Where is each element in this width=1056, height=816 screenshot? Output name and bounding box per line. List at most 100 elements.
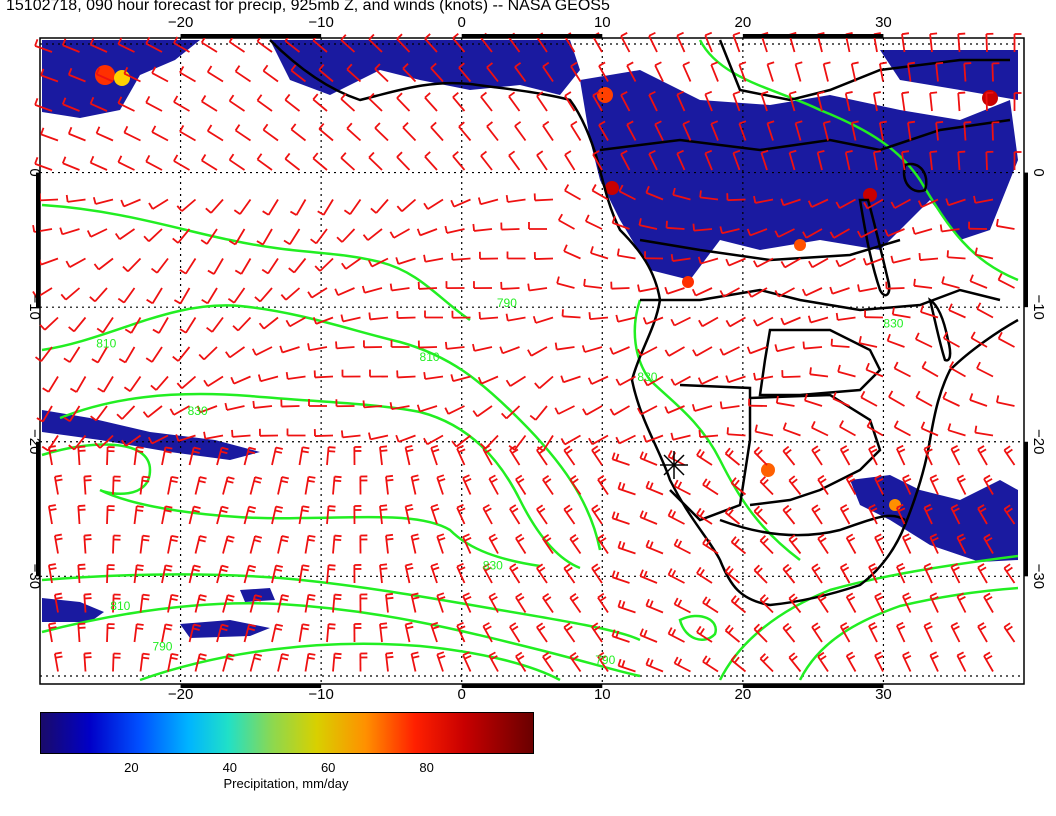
wind-barb <box>866 420 884 437</box>
wind-barb <box>368 151 383 171</box>
wind-barb <box>957 91 966 112</box>
country-border <box>599 118 1011 152</box>
wind-barb <box>620 32 631 53</box>
wind-barb <box>346 122 362 142</box>
wind-barb <box>746 228 768 237</box>
wind-barb <box>730 536 747 555</box>
colorbar-tick-label: 40 <box>222 760 238 775</box>
wind-barb <box>997 273 1015 289</box>
wind-barb <box>40 127 59 142</box>
wind-barb <box>308 399 328 407</box>
wind-barb <box>83 593 92 613</box>
wind-barb <box>884 228 905 237</box>
wind-barb <box>396 33 411 53</box>
wind-barb <box>385 474 394 495</box>
wind-barb <box>176 198 197 212</box>
precip-core <box>114 70 130 86</box>
wind-barb <box>702 596 719 614</box>
wind-barb <box>923 444 933 466</box>
wind-barb <box>188 446 201 466</box>
wind-barb <box>289 199 307 216</box>
page-title: 15102718, 090 hour forecast for precip, … <box>6 0 610 14</box>
map[interactable]: 810 810 830 790 830 830 810 790 790 830 −20 −20 −10… <box>0 0 1056 700</box>
wind-barb <box>780 316 801 326</box>
wind-barb <box>232 316 252 332</box>
wind-barb <box>389 228 410 239</box>
wind-barb <box>515 651 527 672</box>
wind-barb <box>61 156 80 171</box>
wind-barb <box>902 533 912 554</box>
wind-barb <box>254 287 273 303</box>
contour-labels: 810 810 830 790 830 830 810 790 790 830 <box>96 296 904 667</box>
wind-barb <box>816 90 825 112</box>
wind-barb <box>862 257 884 266</box>
wind-barb <box>759 594 774 614</box>
wind-barb <box>811 563 823 584</box>
wind-barb <box>949 361 966 378</box>
wind-barb <box>670 375 691 386</box>
wind-barb <box>277 594 289 613</box>
wind-barb <box>939 224 960 233</box>
wind-barb <box>117 287 136 304</box>
wind-barb <box>968 221 988 230</box>
wind-barb <box>563 445 576 466</box>
lat-tick-label-left: −20 <box>26 429 43 454</box>
contour-line <box>41 304 602 551</box>
wind-barb <box>106 564 115 584</box>
wind-barb <box>249 653 263 672</box>
wind-barb <box>172 228 191 244</box>
wind-barb <box>353 505 362 525</box>
wind-barb <box>359 475 368 495</box>
wind-barb <box>258 316 279 330</box>
contour-label: 790 <box>152 639 172 653</box>
frame-bar-right <box>1024 172 1028 308</box>
wind-barb <box>60 287 81 301</box>
wind-barb <box>123 125 141 142</box>
wind-barb <box>891 307 911 319</box>
lat-tick-label-right: −10 <box>1030 294 1047 319</box>
wind-barb <box>121 434 142 447</box>
wind-barb <box>359 534 368 554</box>
precip-area-south-atlantic-1 <box>42 598 104 622</box>
wind-barb <box>63 405 81 422</box>
wind-barb <box>472 223 493 232</box>
precip-core <box>794 239 806 251</box>
wind-barb <box>615 314 636 323</box>
wind-barb <box>120 198 141 208</box>
wind-barb <box>673 479 691 496</box>
wind-barb <box>809 367 829 378</box>
wind-barb <box>112 593 121 613</box>
wind-barb <box>450 198 471 208</box>
wind-barb <box>205 198 224 214</box>
colorbar-tick-label: 80 <box>419 760 434 775</box>
wind-barb <box>389 283 410 292</box>
wind-barb <box>462 651 472 672</box>
wind-barb <box>313 370 334 379</box>
wind-barb <box>252 400 273 409</box>
wind-barb <box>645 598 664 614</box>
wind-barb <box>609 346 630 355</box>
wind-barb <box>597 474 609 496</box>
wind-barb <box>167 593 179 613</box>
wind-barb <box>234 65 252 83</box>
wind-barb <box>505 313 526 322</box>
wind-barb <box>759 535 774 555</box>
wind-barb <box>472 405 493 418</box>
wind-barb <box>34 346 53 363</box>
wind-barb <box>801 287 823 297</box>
wind-barb <box>878 120 887 141</box>
wind-barb <box>609 405 630 416</box>
wind-barb <box>222 594 235 613</box>
wind-barb <box>47 504 57 525</box>
wind-barb <box>150 375 169 391</box>
wind-barb <box>637 346 658 357</box>
wind-barb <box>271 505 283 525</box>
wind-barb <box>353 623 362 643</box>
wind-barb <box>117 37 135 53</box>
wind-barb <box>753 372 774 381</box>
wind-barb <box>942 331 960 348</box>
wind-barb <box>444 225 465 234</box>
wind-barb <box>340 314 361 323</box>
wind-barb <box>298 446 310 466</box>
wind-barb <box>874 474 884 495</box>
